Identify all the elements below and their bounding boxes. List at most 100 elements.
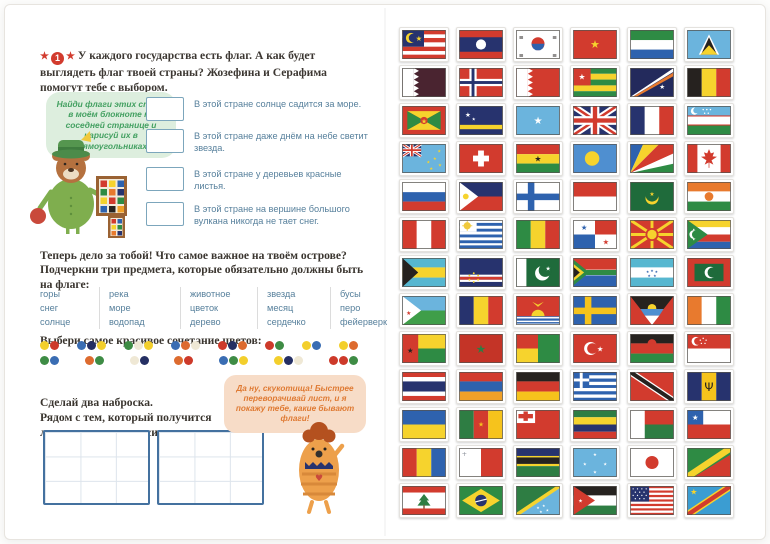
word-option-звезда[interactable]: звезда <box>267 289 296 299</box>
flag-sticker-chad <box>399 445 449 480</box>
sketch-box-2[interactable] <box>157 430 264 505</box>
task-number-badge: 1 <box>50 51 64 65</box>
flag-sticker-greece <box>570 369 620 404</box>
color-dot-yellow <box>302 341 311 350</box>
svg-text:★: ★ <box>690 488 697 497</box>
color-dot-orange <box>174 356 184 365</box>
color-combo-yellow-red[interactable] <box>40 341 59 350</box>
word-column: горы снег солнце <box>40 287 99 329</box>
flag-sticker-kiribati <box>513 293 563 328</box>
flag-sticker-malta: + <box>456 445 506 480</box>
word-option-перо[interactable]: перо <box>340 303 361 313</box>
color-dot-blue <box>171 341 180 350</box>
flag-sticker-pakistan: ★ <box>513 255 563 290</box>
flag-sticker-sierra-leone <box>627 27 677 62</box>
flag-sticker-honduras: ★ ★ ★ ★ ★ <box>627 255 677 290</box>
color-combo-row-2 <box>40 356 358 365</box>
svg-text:★: ★ <box>478 421 484 429</box>
color-dot-navy <box>228 341 237 350</box>
flag-sticker-malawi <box>627 331 677 366</box>
svg-text:★: ★ <box>597 344 604 353</box>
flag-sticker-solomon-islands: ★ ★ ★ ★ <box>513 483 563 518</box>
color-combo-orange-red[interactable] <box>174 356 194 365</box>
color-dot-blue <box>50 356 59 365</box>
word-option-солнце[interactable]: солнце <box>40 317 71 327</box>
word-option-река[interactable]: река <box>109 289 129 299</box>
svg-text:★: ★ <box>472 117 476 123</box>
color-dot-yellow <box>239 356 249 365</box>
svg-text:★: ★ <box>426 160 430 166</box>
color-combo-yellow-navy-cream[interactable] <box>274 356 304 365</box>
color-combo-red-green[interactable] <box>265 341 284 350</box>
flag-sticker-tanzania <box>513 445 563 480</box>
word-option-дерево[interactable]: дерево <box>190 317 221 327</box>
color-dot-orange <box>349 341 358 350</box>
flag-sticker-benin <box>513 331 563 366</box>
flag-sticker-antigua-barbuda <box>627 293 677 328</box>
word-option-сердечко[interactable]: сердечко <box>267 317 306 327</box>
color-dot-green <box>275 341 284 350</box>
collar-icon <box>305 462 333 469</box>
word-option-фейерверк[interactable]: фейерверк <box>340 317 388 327</box>
svg-text:★: ★ <box>476 342 486 356</box>
handbag-icon <box>30 208 46 224</box>
svg-text:★: ★ <box>659 83 665 91</box>
color-combo-red-red-green[interactable] <box>328 356 358 365</box>
color-dot-green <box>124 341 133 350</box>
color-dot-blue <box>219 356 229 365</box>
color-dot-navy <box>284 356 294 365</box>
serafima-speech-bubble: Да ну, скукотища! Быстрее переворачивай … <box>224 375 366 433</box>
flag-checkbox-4[interactable] <box>146 202 184 226</box>
checklist-item: В этой стране даже днём на небе светит з… <box>146 129 372 154</box>
word-column: бусы перо фейерверк <box>330 287 405 329</box>
svg-text:★: ★ <box>593 469 597 475</box>
color-dot-red <box>184 356 194 365</box>
color-combo-blue-navy-yellow[interactable] <box>77 341 106 350</box>
color-dot-navy <box>139 356 149 365</box>
flag-sticker-mauritius <box>570 407 620 442</box>
word-option-месяц[interactable]: месяц <box>267 303 294 313</box>
color-combo-orange-green[interactable] <box>84 356 104 365</box>
flag-sticker-finland <box>513 179 563 214</box>
sketch-box-1[interactable] <box>43 430 150 505</box>
svg-text:Ψ: Ψ <box>704 380 713 394</box>
color-combo-blue-orange-cream[interactable] <box>171 341 200 350</box>
flag-sticker-ukraine <box>399 407 449 442</box>
svg-text:★: ★ <box>578 499 583 505</box>
flag-sticker-russia <box>399 179 449 214</box>
flag-checkbox-2[interactable] <box>146 129 184 153</box>
color-combo-green-cream-yellow[interactable] <box>124 341 153 350</box>
word-option-цветок[interactable]: цветок <box>190 303 219 313</box>
color-combo-yellow-blue[interactable] <box>302 341 321 350</box>
color-combo-cream-navy[interactable] <box>129 356 149 365</box>
flag-checkbox-1[interactable] <box>146 97 184 121</box>
color-dot-cream <box>294 356 304 365</box>
color-dot-green <box>40 356 49 365</box>
word-column: река море водопад <box>99 287 180 329</box>
color-combinations <box>40 341 358 371</box>
serafima-speech-text: Да ну, скукотища! Быстрее переворачивай … <box>235 384 355 423</box>
color-combo-yellow-orange[interactable] <box>339 341 358 350</box>
word-option-животное[interactable]: животное <box>190 289 231 299</box>
word-option-море[interactable]: море <box>109 303 131 313</box>
word-option-водопад[interactable]: водопад <box>109 317 145 327</box>
svg-text:★: ★ <box>692 413 699 422</box>
flag-sticker-north-macedonia <box>627 217 677 252</box>
color-dot-blue <box>312 341 321 350</box>
color-combo-green-blue[interactable] <box>40 356 59 365</box>
flag-checkbox-3[interactable] <box>146 167 184 191</box>
color-combo-red-navy-orange[interactable] <box>218 341 247 350</box>
word-option-горы[interactable]: горы <box>40 289 60 299</box>
svg-text:★: ★ <box>603 238 610 247</box>
flag-sticker-brazil <box>456 483 506 518</box>
color-dot-green <box>94 356 104 365</box>
color-combo-blue-green-yellow[interactable] <box>219 356 249 365</box>
flag-sticker-canada <box>684 141 734 176</box>
word-option-снег[interactable]: снег <box>40 303 59 313</box>
flag-sticker-qatar <box>399 65 449 100</box>
word-option-бусы[interactable]: бусы <box>340 289 361 299</box>
sketch-line: Рядом с тем, который получится <box>40 410 212 424</box>
flag-sticker-palau <box>570 141 620 176</box>
star-icon: ★ <box>65 50 75 62</box>
color-dot-cream <box>191 341 200 350</box>
